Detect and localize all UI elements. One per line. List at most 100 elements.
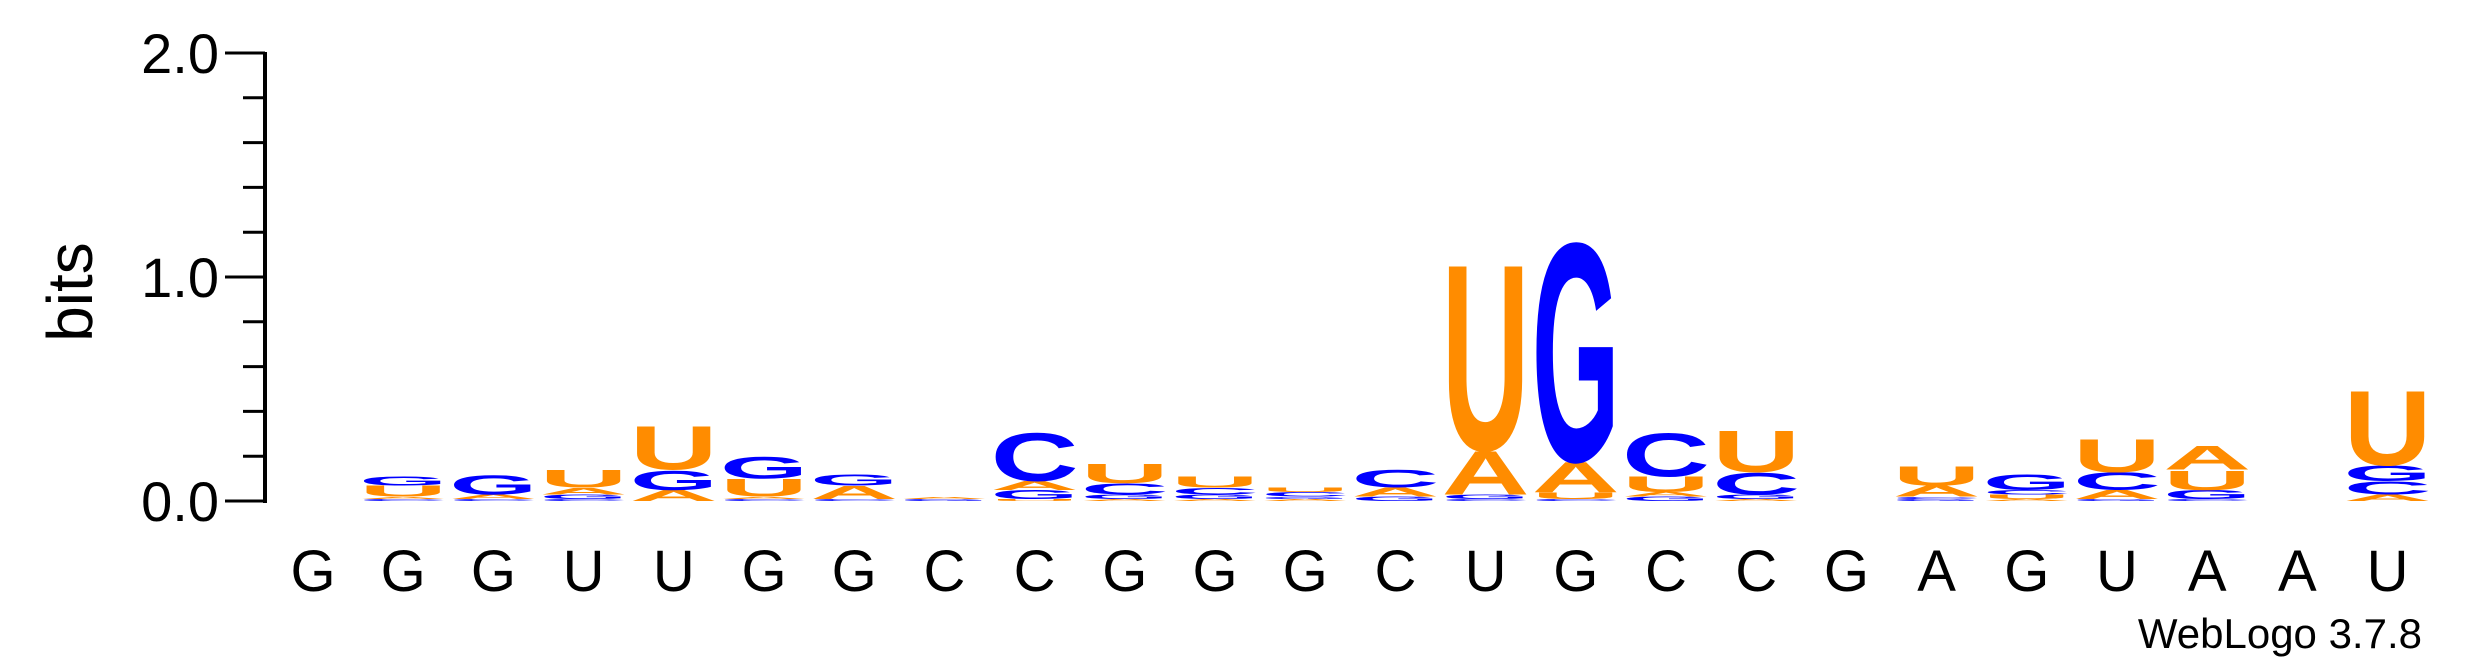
logo-letter-A: A bbox=[540, 486, 628, 496]
logo-letter-C: C bbox=[1622, 420, 1710, 490]
logo-letter-A: A bbox=[991, 479, 1079, 493]
y-tick-label: 0.0 bbox=[141, 470, 219, 533]
logo-letter-G: G bbox=[1622, 495, 1710, 502]
logo-letter-G: G bbox=[810, 471, 898, 488]
logo-letter-A: A bbox=[810, 482, 898, 503]
y-tick-label: 2.0 bbox=[141, 22, 219, 85]
logo-letter-A: A bbox=[630, 487, 718, 504]
logo-letter-C: C bbox=[1712, 466, 1800, 501]
logo-letter-C: C bbox=[1442, 498, 1530, 501]
logo-letter-A: A bbox=[900, 496, 988, 499]
logo-letter-A: A bbox=[2073, 488, 2161, 502]
logo-letter-A: A bbox=[1712, 498, 1800, 501]
logo-letter-U: U bbox=[1171, 474, 1259, 491]
x-position-label: U bbox=[1465, 539, 1507, 604]
x-position-label: U bbox=[2367, 539, 2409, 604]
logo-letter-A: A bbox=[1171, 498, 1259, 501]
x-position-label: G bbox=[471, 539, 516, 604]
logo-letter-C: C bbox=[449, 498, 537, 501]
logo-letter-U: U bbox=[1261, 486, 1349, 493]
x-position-label: G bbox=[741, 539, 786, 604]
logo-letter-G: G bbox=[540, 493, 628, 500]
logo-letter-A: A bbox=[1983, 498, 2071, 501]
logo-letter-U: U bbox=[720, 474, 808, 502]
x-position-label: C bbox=[1014, 539, 1056, 604]
logo-letter-C: C bbox=[2073, 467, 2161, 495]
logo-letter-C: C bbox=[2163, 498, 2251, 501]
logo-letter-C: C bbox=[991, 418, 1079, 495]
logo-letter-G: G bbox=[1351, 495, 1439, 502]
logo-letter-A: A bbox=[1893, 482, 1981, 499]
x-position-label: C bbox=[923, 539, 965, 604]
logo-letter-U: U bbox=[2073, 429, 2161, 482]
logo-letter-G: G bbox=[900, 498, 988, 501]
x-position-label: U bbox=[653, 539, 695, 604]
logo-letter-G: G bbox=[359, 474, 447, 488]
logo-letter-C: C bbox=[1983, 489, 2071, 496]
logo-letter-C: C bbox=[2344, 477, 2432, 498]
logo-letter-G: G bbox=[449, 469, 537, 500]
logo-letter-U: U bbox=[1081, 458, 1169, 490]
logo-letter-U: U bbox=[1893, 460, 1981, 492]
logo-letter-U: U bbox=[540, 465, 628, 493]
logo-letter-C: C bbox=[359, 498, 447, 501]
logo-letter-A: A bbox=[1442, 437, 1530, 507]
logo-letter-G: G bbox=[991, 488, 1079, 502]
logo-letter-U: U bbox=[1532, 490, 1620, 500]
x-position-label: G bbox=[381, 539, 426, 604]
logo-letter-C: C bbox=[1171, 486, 1259, 496]
logo-letter-A: A bbox=[449, 493, 537, 500]
x-position-label: A bbox=[2278, 539, 2317, 604]
logo-letter-C: C bbox=[1351, 465, 1439, 493]
logo-letter-G: G bbox=[720, 450, 808, 485]
x-position-label: U bbox=[563, 539, 605, 604]
logo-letter-C: C bbox=[1261, 491, 1349, 498]
logo-letter-C: C bbox=[720, 498, 808, 501]
logo-letter-A: A bbox=[1081, 498, 1169, 501]
logo-letter-G: G bbox=[1893, 498, 1981, 501]
x-position-label: G bbox=[1102, 539, 1147, 604]
logo-letter-A: A bbox=[1351, 485, 1439, 499]
logo-letter-G: G bbox=[2073, 498, 2161, 501]
logo-letter-C: C bbox=[1081, 480, 1169, 497]
logo-letter-U: U bbox=[359, 482, 447, 499]
x-position-label: G bbox=[2004, 539, 2049, 604]
logo-letter-G: G bbox=[1532, 177, 1620, 527]
y-axis-label: bits bbox=[34, 242, 106, 342]
x-position-label: G bbox=[832, 539, 877, 604]
x-position-label: G bbox=[1824, 539, 1869, 604]
logo-letter-U: U bbox=[991, 498, 1079, 501]
logo-letter-C: C bbox=[1532, 498, 1620, 501]
logo-letter-G: G bbox=[1983, 470, 2071, 494]
logo-letter-C: C bbox=[1893, 496, 1981, 499]
logo-letter-G: G bbox=[1081, 493, 1169, 500]
x-position-label: G bbox=[290, 539, 335, 604]
x-position-label: C bbox=[1374, 539, 1416, 604]
x-position-label: A bbox=[2188, 539, 2227, 604]
logo-letter-G: G bbox=[2344, 461, 2432, 485]
logo-letter-A: A bbox=[1622, 491, 1710, 498]
logo-letter-G: G bbox=[1712, 493, 1800, 500]
logo-letter-G: G bbox=[1171, 493, 1259, 500]
logo-letter-U: U bbox=[1622, 472, 1710, 497]
logo-letter-C: C bbox=[540, 498, 628, 501]
logo-letter-U: U bbox=[2163, 464, 2251, 496]
logo-letter-A: A bbox=[720, 496, 808, 499]
logo-letter-G: G bbox=[1442, 493, 1530, 500]
y-axis: 0.0 1.0 2.0 bbox=[141, 22, 267, 533]
x-position-label: G bbox=[1553, 539, 1598, 604]
logo-letter-A: A bbox=[2163, 439, 2251, 477]
y-tick-label: 1.0 bbox=[141, 246, 219, 309]
logo-letter-A: A bbox=[2344, 493, 2432, 503]
logo-letter-A: A bbox=[359, 496, 447, 499]
logo-letter-U: U bbox=[1712, 419, 1800, 485]
x-position-label: C bbox=[1735, 539, 1777, 604]
logo-letter-A: A bbox=[1532, 453, 1620, 502]
x-position-label: A bbox=[1917, 539, 1956, 604]
logo-letter-C: C bbox=[810, 498, 898, 501]
x-position-label: C bbox=[1645, 539, 1687, 604]
weblogo-credit: WebLogo 3.7.8 bbox=[2138, 610, 2422, 657]
x-position-label: G bbox=[1192, 539, 1237, 604]
